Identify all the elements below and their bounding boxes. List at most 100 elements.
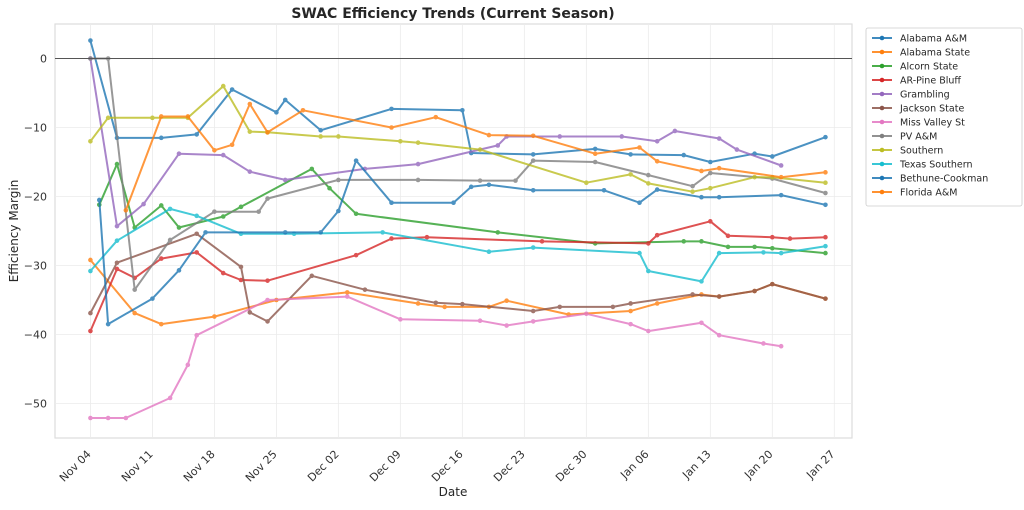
data-point bbox=[433, 114, 439, 120]
data-point bbox=[229, 142, 235, 148]
data-point bbox=[637, 200, 642, 206]
data-point bbox=[770, 245, 775, 251]
data-point bbox=[628, 308, 633, 314]
series-line bbox=[89, 58, 782, 228]
legend-label: Florida A&M bbox=[900, 188, 957, 199]
data-point bbox=[398, 317, 403, 322]
legend-marker bbox=[879, 119, 885, 125]
data-point bbox=[752, 244, 757, 250]
data-point bbox=[389, 106, 394, 112]
data-point bbox=[88, 310, 93, 316]
data-point bbox=[265, 196, 270, 201]
data-point bbox=[787, 236, 793, 241]
legend-label: Jackson State bbox=[899, 104, 964, 115]
data-point bbox=[637, 145, 642, 150]
data-point bbox=[610, 304, 616, 310]
data-point bbox=[770, 281, 775, 287]
data-point bbox=[654, 187, 660, 192]
data-point bbox=[88, 268, 93, 274]
data-point bbox=[212, 314, 217, 319]
legend-item: Miss Valley St bbox=[872, 118, 965, 129]
data-point bbox=[460, 301, 465, 307]
data-point bbox=[584, 311, 589, 317]
legend-label: Alcorn State bbox=[900, 62, 958, 73]
legend-item: Texas Southern bbox=[872, 160, 973, 171]
data-point bbox=[654, 301, 660, 306]
data-point bbox=[309, 166, 315, 172]
series-ar-pine-bluff bbox=[88, 219, 828, 334]
data-point bbox=[203, 230, 208, 235]
data-point bbox=[158, 135, 164, 141]
data-point bbox=[823, 250, 828, 256]
data-point bbox=[424, 234, 430, 240]
legend-marker bbox=[879, 161, 885, 167]
chart-title: SWAC Efficiency Trends (Current Season) bbox=[291, 6, 614, 22]
legend-label: PV A&M bbox=[900, 132, 937, 143]
data-point bbox=[823, 234, 828, 240]
data-point bbox=[185, 114, 191, 119]
data-point bbox=[761, 341, 766, 346]
data-point bbox=[778, 192, 784, 198]
series-line bbox=[89, 85, 826, 193]
data-point bbox=[114, 161, 120, 167]
legend-marker bbox=[879, 63, 885, 69]
data-point bbox=[132, 287, 137, 292]
data-point bbox=[654, 159, 660, 164]
legend-box bbox=[865, 27, 1023, 207]
data-point bbox=[212, 147, 217, 153]
legend-marker bbox=[879, 147, 885, 153]
data-point bbox=[220, 214, 226, 219]
data-point bbox=[451, 200, 456, 206]
data-point bbox=[584, 180, 589, 185]
data-point bbox=[823, 202, 828, 208]
data-point bbox=[362, 287, 368, 292]
data-point bbox=[88, 415, 93, 421]
legend-marker bbox=[879, 35, 885, 41]
data-point bbox=[398, 139, 403, 144]
series-texas-southern bbox=[88, 206, 828, 284]
data-point bbox=[823, 190, 828, 196]
data-point bbox=[132, 310, 137, 316]
data-point bbox=[114, 260, 120, 266]
y-tick-label: −30 bbox=[24, 260, 47, 273]
data-point bbox=[699, 194, 704, 200]
data-point bbox=[327, 185, 332, 191]
data-point bbox=[229, 87, 235, 92]
data-point bbox=[530, 308, 536, 314]
data-point bbox=[238, 264, 244, 270]
data-point bbox=[88, 257, 93, 263]
data-point bbox=[778, 163, 784, 168]
data-point bbox=[477, 318, 483, 324]
data-point bbox=[601, 187, 607, 193]
data-point bbox=[778, 250, 784, 256]
data-point bbox=[716, 294, 722, 299]
data-point bbox=[716, 194, 722, 200]
data-point bbox=[433, 300, 439, 306]
legend-marker bbox=[879, 175, 885, 181]
legend-item: Jackson State bbox=[872, 104, 964, 115]
legend-label: AR-Pine Bluff bbox=[900, 76, 961, 87]
data-point bbox=[176, 268, 182, 273]
data-point bbox=[105, 415, 111, 421]
series-southern bbox=[88, 83, 828, 194]
data-point bbox=[486, 182, 492, 188]
legend-item: Alabama State bbox=[872, 48, 970, 59]
series-pv-a-m bbox=[88, 56, 828, 292]
data-point bbox=[114, 266, 120, 272]
y-tick-label: −20 bbox=[24, 191, 47, 204]
data-point bbox=[318, 134, 323, 139]
legend-label: Texas Southern bbox=[899, 160, 973, 171]
data-point bbox=[150, 296, 155, 301]
data-point bbox=[681, 152, 687, 158]
data-point bbox=[530, 245, 536, 250]
data-point bbox=[194, 213, 199, 219]
legend-item: PV A&M bbox=[872, 132, 937, 143]
data-point bbox=[336, 208, 341, 214]
data-point bbox=[823, 180, 828, 185]
data-point bbox=[628, 152, 633, 157]
data-point bbox=[646, 181, 651, 186]
data-point bbox=[770, 154, 775, 159]
data-point bbox=[477, 178, 483, 183]
data-point bbox=[220, 83, 226, 89]
